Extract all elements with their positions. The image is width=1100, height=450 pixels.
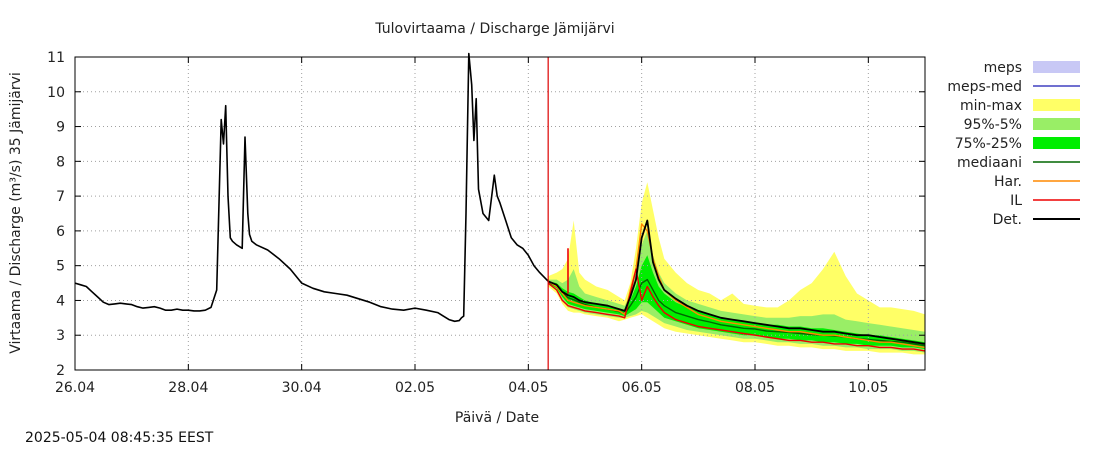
- legend-label: meps-med: [947, 79, 1022, 95]
- x-tick-label: 26.04: [55, 380, 95, 396]
- y-tick-label: 10: [47, 85, 65, 101]
- chart-grid: [75, 57, 925, 370]
- legend-label: meps: [984, 60, 1022, 76]
- x-tick-label: 02.05: [395, 380, 435, 396]
- x-tick-label: 06.05: [622, 380, 662, 396]
- legend-swatch: [1033, 118, 1080, 130]
- legend-swatch: [1033, 61, 1080, 73]
- chart-title: Tulovirtaama / Discharge Jämijärvi: [374, 21, 614, 37]
- y-tick-label: 4: [56, 293, 65, 309]
- x-tick-label: 04.05: [508, 380, 548, 396]
- legend-label: Det.: [993, 212, 1022, 228]
- legend-label: IL: [1010, 193, 1022, 209]
- legend-label: min-max: [960, 98, 1022, 114]
- percentile-bands: [548, 182, 925, 355]
- series-lines: [74, 52, 926, 370]
- legend-label: Har.: [994, 174, 1022, 190]
- x-axis-label: Päivä / Date: [455, 410, 539, 426]
- y-tick-label: 11: [47, 50, 65, 66]
- y-tick-label: 9: [56, 120, 65, 136]
- x-tick-label: 28.04: [168, 380, 208, 396]
- y-tick-label: 5: [56, 259, 65, 275]
- chart-legend: meps meps-med min-max 95%-5% 75%-25% mediaani…: [947, 60, 1080, 228]
- legend-label: 75%-25%: [955, 136, 1022, 152]
- series-observed: [74, 52, 549, 323]
- legend-label: mediaani: [957, 155, 1022, 171]
- band-95%-5%: [548, 230, 925, 353]
- x-tick-label: 10.05: [848, 380, 888, 396]
- timestamp: 2025-05-04 08:45:35 EEST: [25, 430, 214, 446]
- legend-swatch: [1033, 99, 1080, 111]
- series-har-: [547, 223, 926, 349]
- legend-swatch: [1033, 137, 1080, 149]
- band-75%-25%: [548, 255, 925, 350]
- y-tick-label: 3: [56, 328, 65, 344]
- chart-axes: 2 3 4 5 6 7 8 9 10 11 26.04 28.04 30.04 02.05 04.05 06.…: [47, 50, 926, 396]
- series-det-: [547, 219, 926, 345]
- x-tick-label: 08.05: [735, 380, 775, 396]
- y-tick-label: 7: [56, 189, 65, 205]
- y-tick-label: 6: [56, 224, 65, 240]
- series-il: [547, 268, 926, 352]
- plot-frame: [74, 56, 926, 371]
- x-tick-label: 30.04: [282, 380, 322, 396]
- y-tick-label: 2: [56, 363, 65, 379]
- legend-label: 95%-5%: [964, 117, 1022, 133]
- y-axis-label: Virtaama / Discharge (m³/s) 35 Jämijärvi: [8, 72, 24, 354]
- y-tick-label: 8: [56, 154, 65, 170]
